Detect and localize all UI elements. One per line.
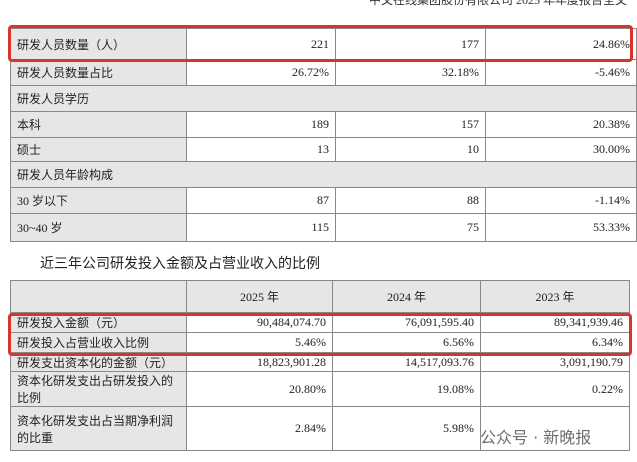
table-cell: 88 [335, 187, 486, 214]
table-cell: 221 [186, 28, 336, 60]
table-cell: 10 [335, 137, 486, 162]
table-cell: 2.84% [186, 406, 333, 451]
table-cell: 157 [335, 111, 486, 138]
table-row: 2025 年 2024 年 2023 年 [10, 280, 630, 313]
table-cell: 32.18% [335, 59, 486, 86]
table-cell: 53.33% [485, 213, 637, 242]
highlight-box [8, 25, 633, 62]
table-row: 研发人员数量占比 26.72% 32.18% -5.46% [10, 59, 637, 86]
table-cell: 30~40 岁 [10, 213, 187, 242]
table-cell: 87 [186, 187, 336, 214]
table-cell: -5.46% [485, 59, 637, 86]
table-cell: 研发人员学历 [10, 85, 637, 112]
rd-table: 2025 年 2024 年 2023 年研发投入金额（元） 90,484,074.70… [10, 280, 630, 451]
table-cell [10, 280, 187, 313]
table-cell: 20.80% [186, 371, 333, 407]
table-cell: 13 [186, 137, 336, 162]
table-cell: 资本化研发支出占研发投入的比例 [10, 371, 187, 407]
page-header: 中文在线集团股份有限公司 2025 年年度报告全文 [368, 0, 627, 7]
table-cell: 115 [186, 213, 336, 242]
table-cell: 2024 年 [332, 280, 481, 313]
table-row: 30 岁以下 87 88 -1.14% [10, 187, 637, 214]
table-cell: 本科 [10, 111, 187, 138]
table-row: 研发人员学历 [10, 85, 637, 112]
staff-table: 研发人员数量（人） 221 177 24.86% 研发人员数量占比 26.72% 32.18… [10, 28, 637, 242]
watermark: 公众号 · 新晚报 [480, 428, 592, 447]
table-cell: 研发人员年龄构成 [10, 161, 637, 188]
table-cell: 研发支出资本化的金额（元） [10, 352, 187, 372]
table-row: 硕士 13 10 30.00% [10, 137, 637, 162]
table-row: 研发人员年龄构成 [10, 161, 637, 188]
table-row: 资本化研发支出占研发投入的比例 20.80% 19.08% 0.22% [10, 371, 630, 407]
table-row: 本科 189 157 20.38% [10, 111, 637, 138]
table-cell: 0.22% [480, 371, 630, 407]
table-cell: 30.00% [485, 137, 637, 162]
table-cell: 75 [335, 213, 486, 242]
highlight-box [8, 313, 632, 356]
table-cell [480, 406, 630, 451]
section-heading: 近三年公司研发投入金额及占营业收入的比例 [40, 257, 320, 272]
table-cell: 2023 年 [480, 280, 630, 313]
table-cell: 30 岁以下 [10, 187, 187, 214]
table-cell: 89,341,939.46 [480, 312, 630, 333]
table-row: 30~40 岁 115 75 53.33% [10, 213, 637, 242]
table-row: 研发人员数量（人） 221 177 24.86% [10, 28, 637, 60]
table-cell: 资本化研发支出占当期净利润的比重 [10, 406, 187, 451]
table-cell: 19.08% [332, 371, 481, 407]
table-cell: 20.38% [485, 111, 637, 138]
table-row: 资本化研发支出占当期净利润的比重 2.84% 5.98% [10, 406, 630, 451]
table-cell: 硕士 [10, 137, 187, 162]
table-cell: 177 [335, 28, 486, 60]
table-row: 研发支出资本化的金额（元） 18,823,901.28 14,517,093.76 3… [10, 352, 630, 372]
table-cell: 2025 年 [186, 280, 333, 313]
table-cell: 研发人员数量占比 [10, 59, 187, 86]
table-cell: 189 [186, 111, 336, 138]
table-cell: 研发投入占营业收入比例 [10, 332, 187, 353]
table-cell: -1.14% [485, 187, 637, 214]
table-cell: 26.72% [186, 59, 336, 86]
table-cell: 5.98% [332, 406, 481, 451]
table-cell: 研发人员数量（人） [10, 28, 187, 60]
